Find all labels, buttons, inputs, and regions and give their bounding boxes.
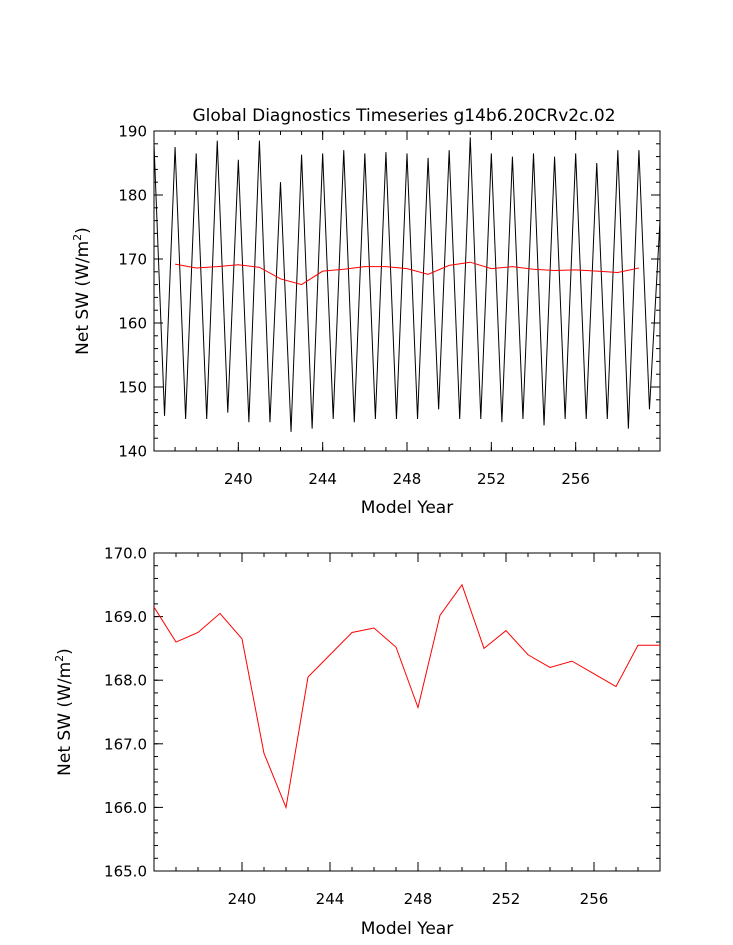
series-lines — [153, 583, 660, 810]
y-tick-label: 150 — [118, 379, 147, 397]
chart-title: Global Diagnostics Timeseries g14b6.20CR… — [192, 106, 615, 126]
x-tick-label: 248 — [404, 890, 433, 908]
y-axis-label-main: Net SW (W/m — [73, 241, 93, 355]
x-tick-label: 256 — [580, 890, 609, 908]
y-tick-label: 170 — [118, 251, 147, 269]
plot-frame — [153, 552, 661, 872]
x-tick-label: 244 — [316, 890, 345, 908]
x-tick-label: 252 — [492, 890, 521, 908]
y-axis-label-main: Net SW (W/m — [55, 662, 75, 776]
x-axis-label: Model Year — [361, 919, 453, 939]
x-ticks: 240 244 248 252 256 — [153, 131, 661, 488]
y-tick-label: 170.0 — [104, 545, 147, 563]
y-axis-label-end: ) — [55, 648, 75, 655]
y-tick-label: 167.0 — [104, 735, 147, 753]
x-tick-label: 240 — [224, 470, 253, 488]
y-tick-label: 190 — [118, 123, 147, 141]
top-chart: Global Diagnostics Timeseries g14b6.20CR… — [71, 106, 661, 518]
y-tick-label: 166.0 — [104, 799, 147, 817]
bottom-chart: 240 244 248 252 256 165.0 166.0 167.0 168.0 169.… — [53, 545, 661, 939]
annual-mean-series-line — [174, 261, 640, 286]
y-ticks: 165.0 166.0 167.0 168.0 169.0 170.0 — [104, 545, 660, 881]
annual-mean-series-line — [153, 583, 660, 810]
y-tick-label: 140 — [118, 443, 147, 461]
x-tick-label: 240 — [228, 890, 257, 908]
y-axis-label-end: ) — [73, 227, 93, 234]
y-tick-label: 168.0 — [104, 672, 147, 690]
y-tick-label: 160 — [118, 315, 147, 333]
y-tick-label: 169.0 — [104, 608, 147, 626]
x-ticks: 240 244 248 252 256 — [153, 553, 661, 908]
series-lines — [153, 137, 661, 432]
y-axis-label-sup: 2 — [53, 655, 66, 662]
plot-frame — [153, 130, 661, 452]
y-tick-label: 165.0 — [104, 863, 147, 881]
y-axis-label: Net SW (W/m2) — [71, 227, 93, 355]
x-tick-label: 244 — [308, 470, 337, 488]
x-tick-label: 248 — [393, 470, 422, 488]
y-tick-label: 180 — [118, 187, 147, 205]
x-tick-label: 256 — [561, 470, 590, 488]
x-tick-label: 252 — [477, 470, 506, 488]
y-ticks: 140 150 160 170 180 190 — [118, 123, 660, 461]
y-axis-label: Net SW (W/m2) — [53, 648, 75, 776]
monthly-series-line — [153, 137, 661, 432]
x-axis-label: Model Year — [361, 498, 453, 518]
y-axis-label-sup: 2 — [71, 234, 84, 241]
